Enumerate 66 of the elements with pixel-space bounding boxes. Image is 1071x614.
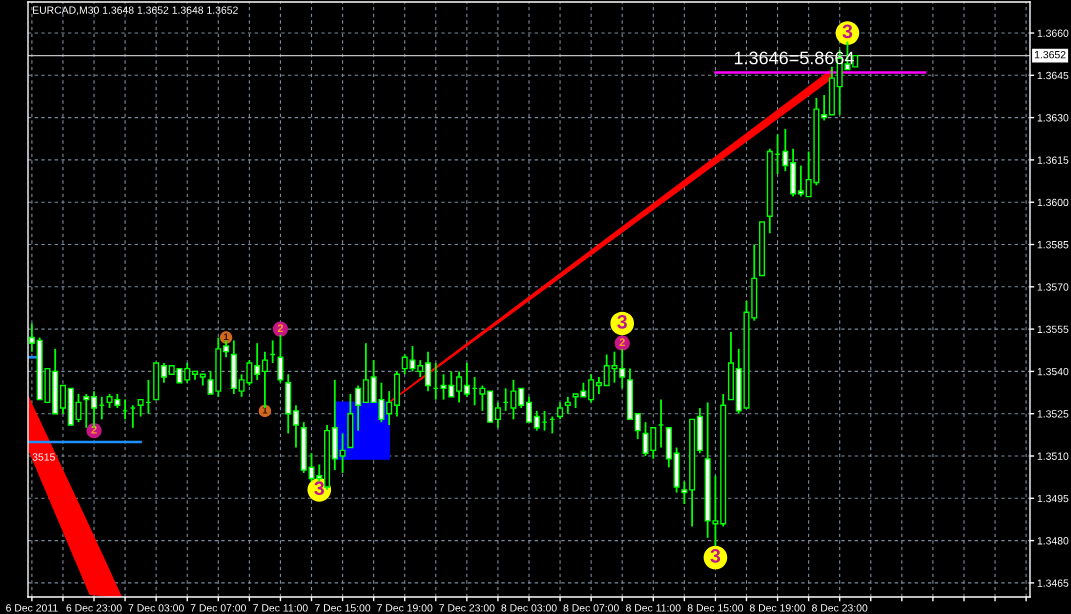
candlestick	[184, 362, 191, 384]
candlestick	[821, 94, 828, 122]
x-tick-label: 8 Dec 03:00	[501, 604, 557, 612]
y-tick-label: 1.3615	[1037, 156, 1069, 164]
y-tick-label: 1.3630	[1037, 114, 1069, 122]
x-tick-label: 8 Dec 11:00	[626, 604, 681, 612]
candlestick	[782, 127, 789, 173]
candlestick	[510, 378, 517, 421]
candlestick	[254, 342, 261, 381]
candlestick	[292, 404, 300, 449]
candlestick	[83, 393, 90, 429]
candlestick	[588, 373, 595, 404]
y-tick-label: 1.3540	[1037, 367, 1069, 376]
x-tick-label: 7 Dec 03:00	[128, 604, 184, 612]
candlestick	[681, 480, 688, 505]
x-tick-label: 8 Dec 23:00	[812, 604, 868, 612]
annotation: 2	[277, 324, 284, 332]
candlestick	[634, 412, 641, 440]
candlestick	[456, 370, 463, 404]
candlestick	[386, 390, 393, 426]
x-tick-label: 7 Dec 07:00	[190, 604, 246, 612]
candlestick	[479, 384, 486, 412]
y-tick-label: 1.3585	[1037, 241, 1069, 249]
candlestick	[619, 347, 626, 390]
x-tick-label: 7 Dec 15:00	[315, 604, 371, 612]
y-tick-label: 1.3555	[1037, 325, 1069, 333]
x-tick-label: 7 Dec 19:00	[377, 604, 433, 612]
x-tick-label: 8 Dec 19:00	[749, 604, 806, 612]
candlestick	[59, 384, 66, 415]
annotation: 1	[223, 333, 229, 341]
annotation: 2	[619, 338, 625, 347]
candlestick	[277, 333, 284, 384]
candlestick	[362, 342, 369, 404]
y-tick-label: 1.3480	[1037, 537, 1069, 545]
x-tick-label: 8 Dec 15:00	[687, 604, 744, 612]
candlestick	[424, 350, 432, 393]
candlestick	[463, 362, 470, 398]
candlestick	[339, 432, 346, 474]
chart-title: EURCAD,M30 1.3648 1.3652 1.3648 1.3652	[33, 6, 238, 16]
x-tick-label: 7 Dec 23:00	[439, 604, 495, 612]
candlestick	[355, 384, 362, 432]
annotation: 3	[710, 548, 721, 563]
y-tick-label: 1.3465	[1037, 579, 1069, 587]
annotation: 2	[91, 425, 97, 434]
candlestick	[160, 362, 167, 384]
ref-line-label: 1.3652	[1034, 51, 1066, 59]
candlestick	[518, 387, 525, 409]
x-tick-label: 7 Dec 11:00	[253, 604, 308, 612]
x-tick-label: 8 Dec 07:00	[563, 604, 619, 612]
candlestick	[494, 401, 501, 429]
annotation: 3	[314, 481, 324, 496]
annotation: 3	[842, 24, 853, 39]
y-tick-label: 1.3570	[1037, 283, 1069, 291]
y-tick-label: 1.3510	[1037, 452, 1069, 460]
x-tick-label: 6 Dec 23:00	[66, 604, 122, 612]
annotation: 3	[617, 314, 627, 329]
y-tick-label: 1.3525	[1037, 410, 1069, 418]
y-tick-label: 1.3600	[1037, 198, 1069, 207]
candlestick	[797, 164, 804, 198]
x-tick-label: 6 Dec 2011	[6, 604, 58, 612]
y-tick-label: 1.3660	[1037, 29, 1069, 37]
annotation: 3515	[32, 453, 55, 461]
candlestick	[533, 409, 540, 432]
y-tick-label: 1.3645	[1037, 71, 1069, 80]
candlestick	[525, 395, 533, 424]
y-tick-label: 1.3495	[1037, 494, 1069, 503]
